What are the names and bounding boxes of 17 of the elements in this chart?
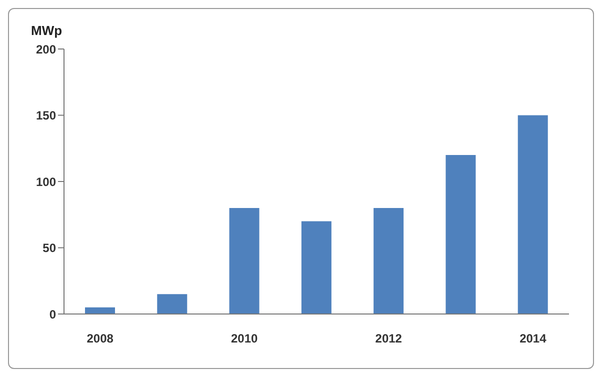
x-tick-label: 2008 <box>86 332 114 346</box>
bar <box>85 307 115 314</box>
bar <box>157 294 188 314</box>
bar <box>229 208 260 314</box>
y-tick-label: 0 <box>49 307 56 322</box>
bar <box>301 221 332 314</box>
y-axis-title: MWp <box>31 23 62 38</box>
y-tick-label: 200 <box>36 42 56 56</box>
y-tick-label: 150 <box>36 108 56 123</box>
y-tick-label: 50 <box>42 241 56 256</box>
x-tick-label: 2012 <box>375 332 402 346</box>
y-tick-label: 100 <box>36 174 56 189</box>
x-tick-label: 2014 <box>520 332 547 346</box>
bar <box>446 155 476 314</box>
bar <box>374 208 404 314</box>
bar <box>518 115 548 314</box>
x-tick-label: 2010 <box>231 332 258 346</box>
